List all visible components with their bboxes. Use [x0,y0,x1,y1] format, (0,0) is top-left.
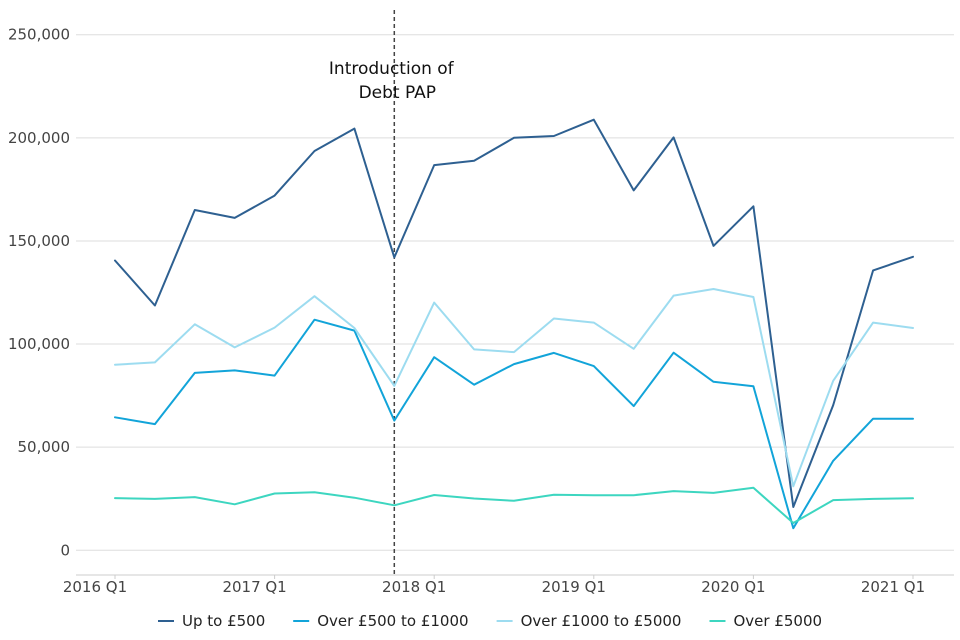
x-tick-label: 2020 Q1 [701,578,765,596]
annotation: Introduction of Debt PAP [329,10,455,575]
legend-label: Over £500 to £1000 [317,612,468,630]
legend-item-3: Over £1000 to £5000 [496,612,682,630]
y-tick-label: 200,000 [8,129,70,147]
y-tick-label: 0 [60,541,70,559]
y-tick-label: 50,000 [18,438,71,456]
legend-item-1: Up to £500 [158,612,265,630]
annotation-label-line2: Debt PAP [359,83,436,103]
series-line-4 [114,486,914,524]
legend-label: Over £5000 [734,612,823,630]
y-tick-label: 150,000 [8,232,70,250]
y-tick-label: 100,000 [8,335,70,353]
annotation-label-line1: Introduction of [329,59,455,79]
legend-label: Over £1000 to £5000 [521,612,682,630]
series-lines [114,118,914,530]
axes: 0 50,000 100,000 150,000 200,000 250,000 2016 … [8,26,954,596]
x-tick-label: 2019 Q1 [542,578,606,596]
legend-label: Up to £500 [182,612,265,630]
y-tick-label: 250,000 [8,26,70,44]
legend: Up to £500 Over £500 to £1000 Over £1000 t… [158,612,822,630]
x-tick-label: 2021 Q1 [861,578,925,596]
series-line-2 [114,318,914,530]
legend-item-4: Over £5000 [709,612,823,630]
series-line-3 [114,288,914,488]
gridlines [76,34,954,551]
x-tick-label: 2016 Q1 [63,578,127,596]
x-tick-label: 2018 Q1 [382,578,446,596]
legend-item-2: Over £500 to £1000 [293,612,469,630]
series-line-1 [114,118,914,508]
x-tick-label: 2017 Q1 [222,578,286,596]
